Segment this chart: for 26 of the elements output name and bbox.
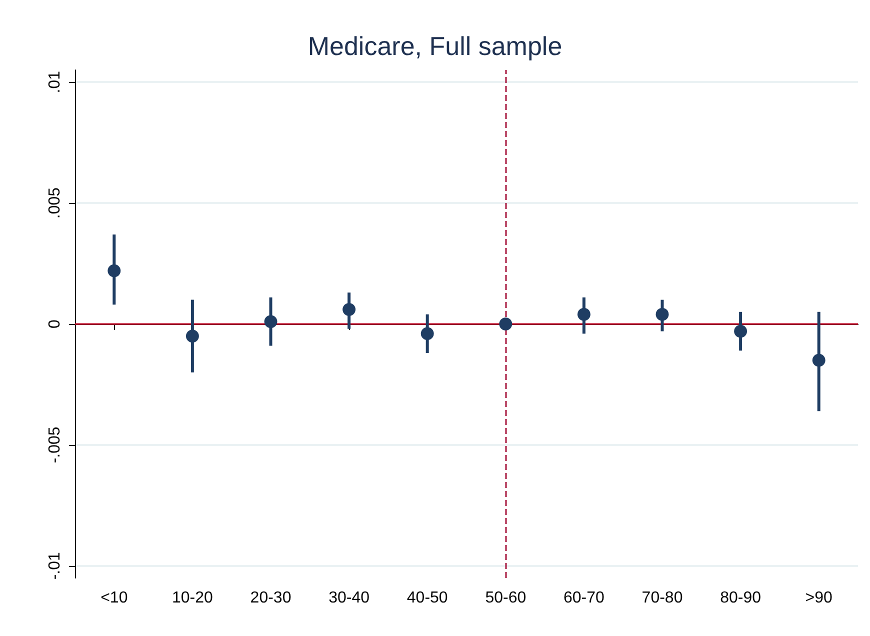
point: [342, 302, 356, 316]
y-tick-label: -.005: [46, 426, 64, 464]
x-tick-label: 50-60: [485, 590, 526, 606]
point: [420, 327, 434, 340]
y-tick-label: .01: [46, 70, 64, 94]
point: [577, 308, 590, 321]
x-tick-label: 10-20: [172, 590, 214, 606]
x-tick-label: 40-50: [406, 590, 448, 606]
point: [734, 324, 748, 338]
point: [812, 354, 826, 367]
x-tick-label: 30-40: [328, 590, 370, 606]
x-tick-label: >90: [805, 590, 833, 606]
y-tick-label: 0: [46, 319, 64, 328]
point: [186, 330, 199, 343]
point: [499, 318, 512, 330]
point: [264, 315, 278, 328]
x-tick-label: 60-70: [563, 590, 605, 606]
y-tick-label: -.01: [46, 552, 64, 580]
x-tick-label: 20-30: [250, 590, 292, 606]
x-tick-label: <10: [100, 590, 128, 606]
point: [108, 264, 121, 278]
x-tick-label: 80-90: [720, 590, 762, 606]
y-tick-label: .005: [46, 187, 64, 219]
chart-title: Medicare, Full sample: [308, 31, 562, 61]
x-tick-label: 70-80: [642, 590, 683, 606]
point: [656, 308, 669, 321]
